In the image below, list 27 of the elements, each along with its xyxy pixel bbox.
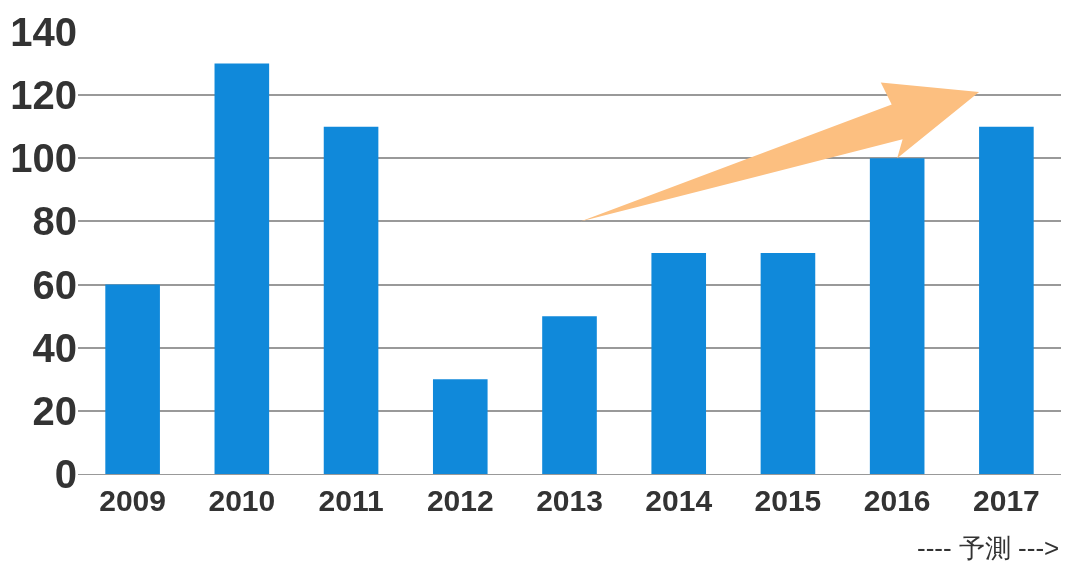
x-tick-label: 2017: [973, 484, 1040, 517]
y-tick-label: 140: [10, 10, 77, 54]
x-tick-label: 2013: [536, 484, 603, 517]
y-tick-label: 120: [10, 73, 77, 118]
bar: [214, 63, 270, 474]
bar: [979, 126, 1034, 474]
text: ---- 予測 --->: [917, 533, 1060, 563]
x-tick-label: 2015: [754, 484, 822, 517]
x-tick-label: 2014: [645, 484, 713, 517]
bar: [651, 253, 707, 474]
bar: [869, 158, 925, 474]
bar: [542, 316, 597, 474]
y-tick-label: 60: [32, 262, 77, 307]
bar: [323, 126, 379, 474]
y-tick-label: 0: [54, 452, 77, 496]
x-tick-label: 2016: [863, 484, 931, 517]
y-tick-label: 20: [32, 388, 77, 433]
x-tick-label: 2009: [99, 484, 166, 517]
y-tick-label: 80: [32, 199, 77, 244]
bar: [105, 284, 160, 474]
y-tick-label: 100: [10, 136, 77, 181]
bar: [760, 253, 816, 474]
x-tick-label: 2011: [318, 484, 384, 517]
x-tick-label: 2012: [426, 484, 494, 517]
y-tick-label: 40: [32, 325, 77, 370]
bar: [432, 379, 488, 474]
x-tick-label: 2010: [208, 484, 276, 517]
